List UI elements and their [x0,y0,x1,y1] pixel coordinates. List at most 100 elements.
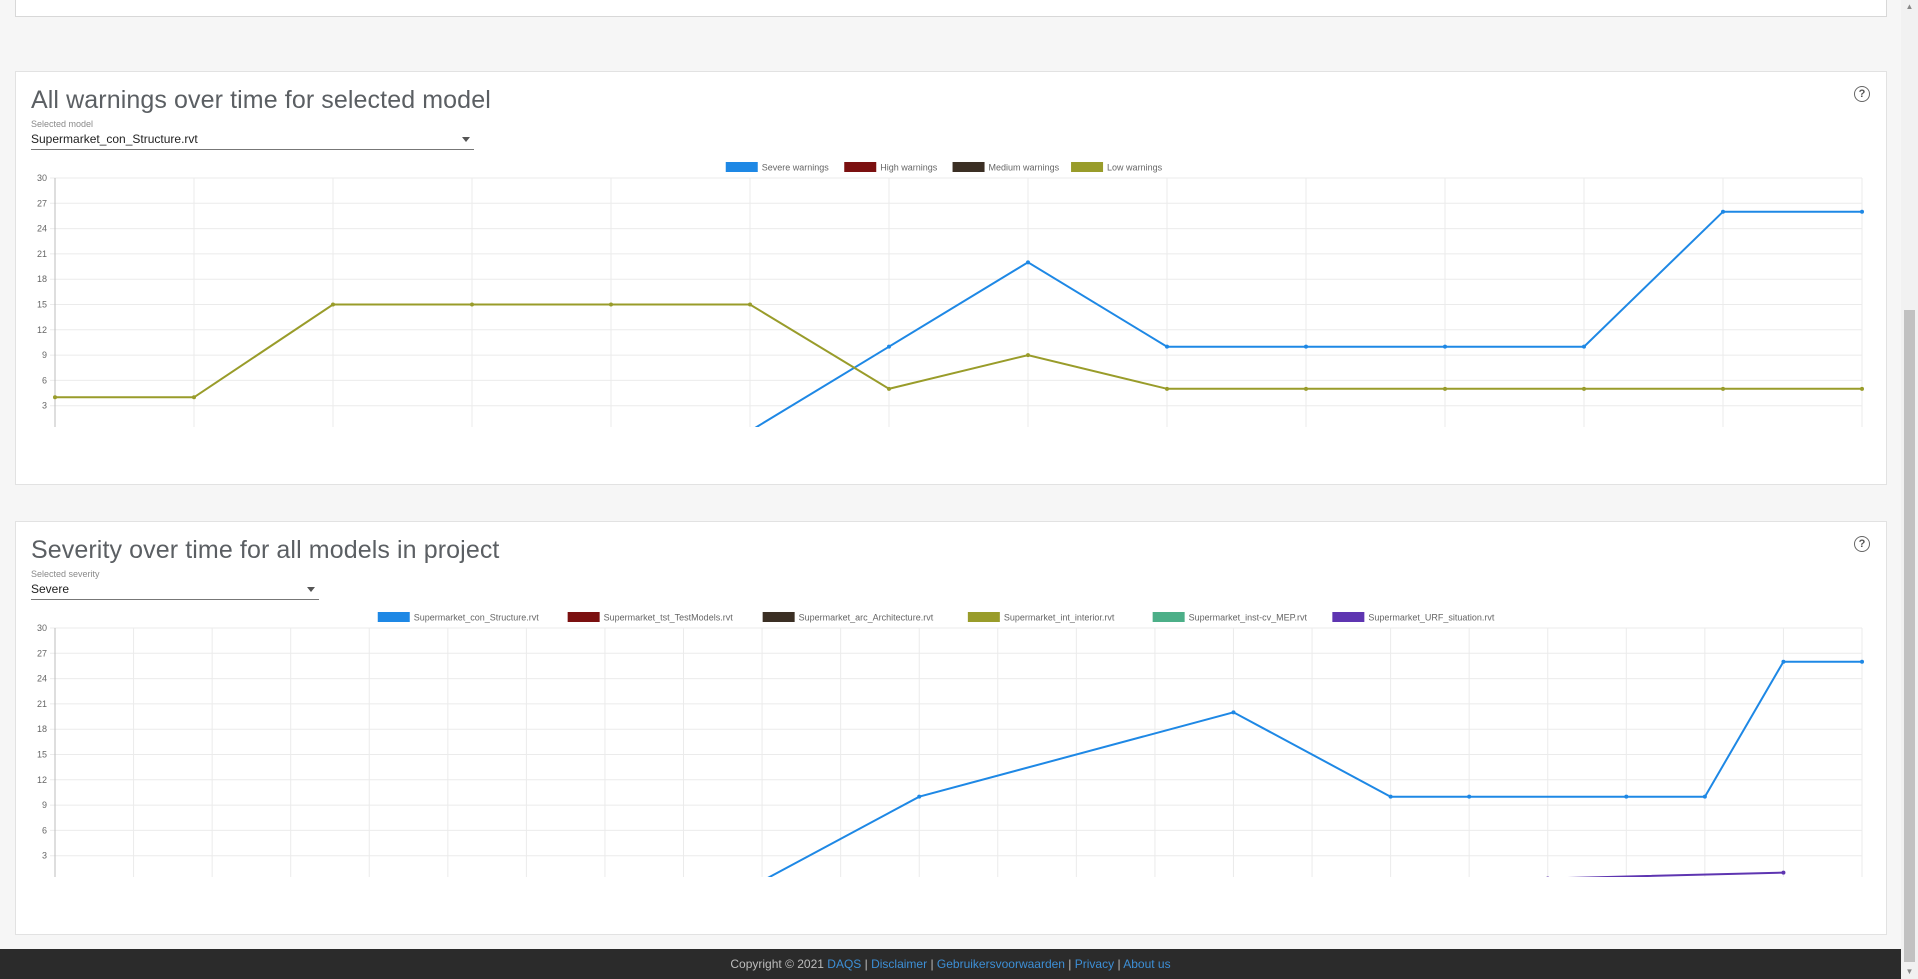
severity-select[interactable]: Severe [31,582,319,600]
footer-copyright: Copyright © 2021 [730,957,828,971]
series-path [754,210,1862,427]
data-point[interactable] [1304,344,1308,349]
grid: 03691215182124273027-03-202028-03-202010… [37,173,1863,427]
data-point[interactable] [887,386,891,391]
data-point[interactable] [1582,386,1586,391]
model-select[interactable]: Supermarket_con_Structure.rvt [31,132,474,150]
footer-link-terms[interactable]: Gebruikersvoorwaarden [936,957,1065,971]
data-point[interactable] [331,302,335,307]
card-title: All warnings over time for selected mode… [31,86,491,114]
help-icon[interactable]: ? [1854,86,1870,102]
y-tick-label: 21 [37,249,47,259]
data-point[interactable] [1026,260,1030,265]
scroll-up-icon[interactable]: ▲ [1905,2,1914,11]
y-tick-label: 0 [42,426,47,427]
legend-swatch [1152,612,1185,622]
scroll-down-icon[interactable]: ▼ [1905,967,1914,976]
y-tick-label: 9 [42,800,47,810]
data-point[interactable] [470,302,474,307]
data-point[interactable] [1388,794,1393,799]
legend-swatch [844,162,877,172]
legend-label: Low warnings [1107,163,1163,173]
data-point[interactable] [1443,344,1447,349]
legend-item[interactable]: High warnings [844,162,938,173]
data-point[interactable] [748,302,752,307]
data-point[interactable] [1467,794,1472,799]
data-point[interactable] [1781,870,1786,875]
page-scrollbar[interactable]: ▲ ▼ [1901,0,1918,979]
grid: 03691215182124273027-03-202028-03-202002… [37,623,1863,877]
data-point[interactable] [1231,710,1236,715]
data-point[interactable] [1860,659,1864,664]
data-point[interactable] [1582,344,1586,349]
legend-item[interactable]: Supermarket_inst-cv_MEP.rvt [1152,612,1308,623]
data-point[interactable] [1165,386,1169,391]
data-point[interactable] [1546,876,1550,877]
legend-label: Supermarket_con_Structure.rvt [414,613,540,623]
legend-item[interactable]: Supermarket_arc_Architecture.rvt [762,612,934,623]
legend-item[interactable]: Supermarket_tst_TestModels.rvt [567,612,734,623]
y-tick-label: 30 [37,623,47,633]
legend: Supermarket_con_Structure.rvt Supermarket… [377,612,1495,623]
series-path [1567,871,1784,877]
legend-label: Supermarket_tst_TestModels.rvt [604,613,734,623]
legend-swatch [762,612,795,622]
series-path [55,303,1862,399]
y-tick-label: 15 [37,300,47,310]
data-point[interactable] [1860,386,1864,391]
data-point[interactable] [1165,344,1169,349]
data-point[interactable] [53,395,57,400]
y-tick-label: 21 [37,699,47,709]
data-point[interactable] [1781,659,1786,664]
data-point[interactable] [1860,209,1864,214]
footer: Copyright © 2021 DAQS | Disclaimer | Geb… [0,949,1901,979]
legend-item[interactable]: Supermarket_con_Structure.rvt [377,612,540,623]
legend-item[interactable]: Severe warnings [725,162,830,173]
severity-card: Severity over time for all models in pro… [15,521,1887,935]
data-point[interactable] [1702,794,1707,799]
legend-label: Severe warnings [762,163,830,173]
legend-label: Supermarket_inst-cv_MEP.rvt [1189,613,1308,623]
y-tick-label: 30 [37,173,47,183]
legend-swatch [725,162,758,172]
legend-item[interactable]: Low warnings [1071,162,1163,173]
legend-label: Supermarket_URF_situation.rvt [1368,613,1495,623]
legend-item[interactable]: Medium warnings [952,162,1060,173]
y-tick-label: 12 [37,325,47,335]
data-point[interactable] [1624,794,1629,799]
y-tick-label: 27 [37,198,47,208]
y-tick-label: 24 [37,674,47,684]
y-tick-label: 9 [42,350,47,360]
severity-select-value: Severe [31,582,70,596]
legend-swatch [952,162,985,172]
previous-card [15,0,1887,17]
legend-label: Medium warnings [989,163,1060,173]
footer-link-daqs[interactable]: DAQS [827,957,862,971]
help-icon[interactable]: ? [1854,536,1870,552]
legend-item[interactable]: Supermarket_int_interior.rvt [967,612,1115,623]
y-tick-label: 18 [37,724,47,734]
series-path [767,660,1862,877]
data-point[interactable] [1026,353,1030,358]
scroll-thumb[interactable] [1904,310,1915,962]
data-point[interactable] [1304,386,1308,391]
data-point[interactable] [609,302,613,307]
footer-link-about[interactable]: About us [1123,957,1171,971]
severity-chart: Supermarket_con_Structure.rvt Supermarket… [37,612,1864,877]
data-point[interactable] [1721,209,1725,214]
y-tick-label: 3 [42,851,47,861]
warnings-card: All warnings over time for selected mode… [15,71,1887,485]
data-point[interactable] [1443,386,1447,391]
data-point[interactable] [192,395,196,400]
data-point[interactable] [917,794,922,799]
data-point[interactable] [887,344,891,349]
card-title: Severity over time for all models in pro… [31,536,500,564]
y-tick-label: 18 [37,274,47,284]
footer-link-disclaimer[interactable]: Disclaimer [871,957,928,971]
data-point[interactable] [1721,386,1725,391]
y-tick-label: 15 [37,750,47,760]
warnings-chart: Severe warnings High warnings Medium warni… [37,162,1864,427]
legend-item[interactable]: Supermarket_URF_situation.rvt [1332,612,1495,623]
select-label: Selected model [31,119,94,129]
footer-link-privacy[interactable]: Privacy [1074,957,1115,971]
